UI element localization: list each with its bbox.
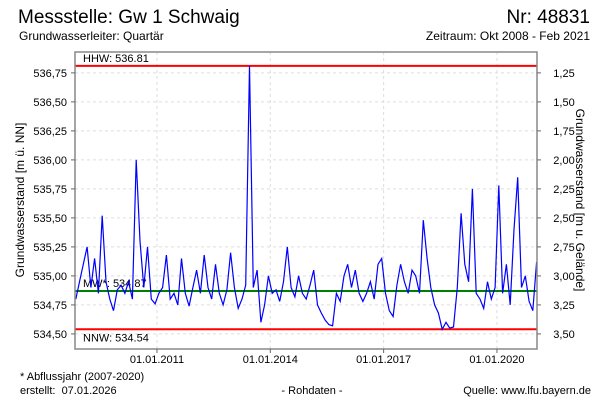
plot-frame (74, 51, 538, 350)
axis-ticks: 534,50 534,75 535,00 535,25 535,50 535,75 536,… (33, 68, 574, 366)
y-tick-label-left: 536,00 (33, 155, 67, 167)
y-tick-label-right: 1,25 (553, 68, 574, 80)
y-tick-label-right: 3,00 (553, 271, 574, 283)
y-tick-label-right: 3,50 (553, 329, 574, 341)
y-tick-label-left: 534,75 (33, 300, 67, 312)
reference-label-nnw: NNW: 534.54 (83, 332, 149, 344)
created-date: erstellt: 07.01.2026 (20, 385, 117, 397)
x-tick-label: 01.01.2011 (130, 354, 184, 366)
y-tick-label-left: 535,50 (33, 213, 67, 225)
period-label: Zeitraum: Okt 2008 - Feb 2021 (426, 29, 590, 43)
x-tick-label: 01.01.2017 (356, 354, 411, 366)
y-tick-label-right: 2,75 (553, 242, 574, 254)
y-tick-label-right: 1,75 (553, 126, 574, 138)
y-tick-label-left: 535,75 (33, 184, 67, 196)
x-tick-label: 01.01.2014 (243, 354, 298, 366)
station-number: Nr: 48831 (507, 7, 590, 28)
grid (75, 52, 537, 349)
footnote-abflussjahr: * Abflussjahr (2007-2020) (20, 371, 144, 383)
y-tick-label-right: 2,50 (553, 213, 574, 225)
y-tick-label-left: 536,50 (33, 97, 67, 109)
reference-lines: HHW: 536.81 MW*: 534.87 NNW: 534.54 (75, 53, 537, 344)
groundwater-level-line (75, 65, 538, 331)
reference-label-mw: MW*: 534.87 (83, 278, 147, 290)
y-axis-label-left: Grundwasserstand [m ü. NN] (13, 123, 27, 278)
y-tick-label-left: 535,25 (33, 242, 67, 254)
rawdata-label: - Rohdaten - (281, 385, 342, 397)
aquifer-label: Grundwasserleiter: Quartär (19, 29, 164, 43)
y-tick-label-right: 2,25 (553, 184, 574, 196)
y-tick-label-left: 535,00 (33, 271, 67, 283)
y-tick-label-right: 1,50 (553, 97, 574, 109)
source-link[interactable]: Quelle: www.lfu.bayern.de (463, 385, 591, 397)
x-tick-label: 01.01.2020 (469, 354, 524, 366)
y-tick-label-left: 536,75 (33, 68, 67, 80)
reference-label-hhw: HHW: 536.81 (83, 53, 149, 65)
station-title: Messstelle: Gw 1 Schwaig (18, 7, 240, 28)
y-tick-label-left: 534,50 (33, 329, 67, 341)
y-tick-label-left: 536,25 (33, 126, 67, 138)
y-axis-label-right: Grundwasserstand [m u. Gelände] (573, 109, 587, 292)
y-tick-label-right: 3,25 (553, 300, 574, 312)
y-tick-label-right: 2,00 (553, 155, 574, 167)
